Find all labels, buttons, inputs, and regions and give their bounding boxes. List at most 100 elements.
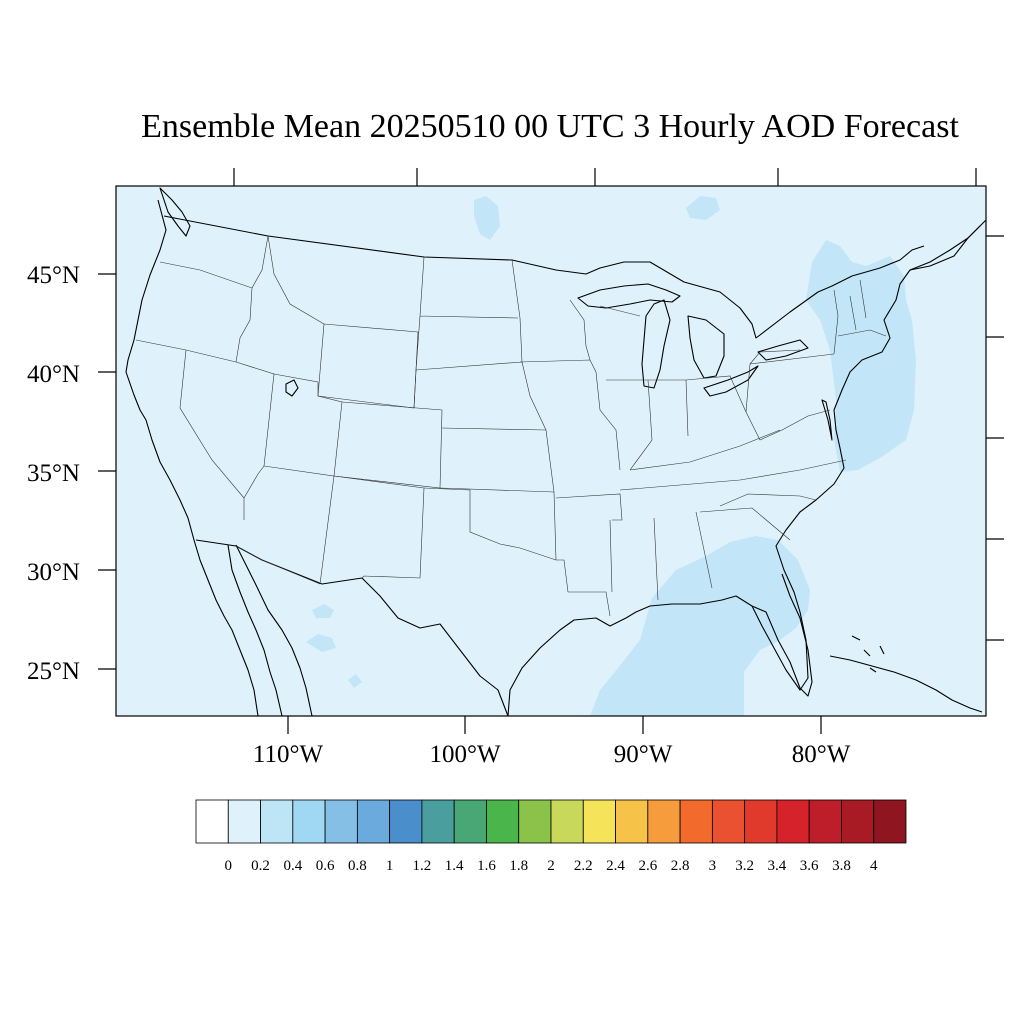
- colorbar-label: 1.8: [509, 858, 528, 874]
- aod-plume-texas: [348, 674, 362, 688]
- colorbar-box: [195, 799, 229, 844]
- colorbar-box: [776, 799, 810, 844]
- colorbar-label: 2.6: [638, 858, 657, 874]
- colorbar-label: 3.4: [768, 858, 787, 874]
- colorbar-label: 1.4: [445, 858, 464, 874]
- lat-label-25: 25°N: [27, 658, 80, 685]
- colorbar-box: [518, 799, 552, 844]
- aod-plume-north-central: [686, 196, 720, 220]
- ok-tx: [423, 487, 557, 561]
- gulf-coast: [507, 219, 987, 717]
- colorbar-box: [711, 799, 746, 844]
- colorbar-label: 1.6: [477, 858, 496, 874]
- lat-label-45: 45°N: [27, 262, 80, 289]
- aod-plume-sw-1: [312, 604, 334, 618]
- nc-sc: [719, 493, 817, 507]
- pacific-coast: [125, 199, 259, 717]
- colorbar-label: 0.2: [251, 858, 270, 874]
- colorbar-box: [744, 799, 778, 844]
- colorbar-label: 1: [386, 858, 394, 874]
- il-in-oh: [606, 375, 747, 471]
- colorbar-box: [808, 799, 842, 844]
- colorbar-label: 0: [225, 858, 233, 874]
- canada-border: [163, 215, 925, 339]
- aod-plume-sw-2: [306, 634, 336, 652]
- colorbar-box: [679, 799, 713, 844]
- aod-plume-lake-superior: [474, 196, 500, 240]
- colorbar-labels: 0 0.2 0.4 0.6 0.8 1 1.2 1.4 1.6 1.8 2 2.2 2.4 2.6 2.8 3…: [225, 858, 878, 874]
- lon-label-100w: 100°W: [429, 741, 500, 768]
- longitude-labels: 110°W 100°W 90°W 80°W: [253, 741, 851, 768]
- chesapeake: [821, 399, 833, 441]
- aod-plume-gulf: [590, 536, 810, 716]
- ca-nv: [179, 349, 245, 520]
- axis-ticks: [98, 168, 1004, 734]
- va-wv-md-pa-ny: [745, 349, 835, 441]
- colorbar: [195, 799, 907, 844]
- colorbar-box: [453, 799, 487, 844]
- nm-tx: [333, 475, 425, 579]
- lon-label-110w: 110°W: [253, 741, 324, 768]
- id-mt-line: [235, 235, 269, 363]
- colorbar-label: 2.8: [671, 858, 690, 874]
- state-boundaries: [135, 235, 887, 617]
- colorbar-box: [389, 799, 423, 844]
- map-panel: [115, 185, 987, 717]
- great-salt-lake: [285, 379, 299, 397]
- colorbar-box: [615, 799, 649, 844]
- tx-la-ar: [555, 493, 623, 617]
- colorbar-box: [873, 799, 907, 844]
- colorbar-label: 2.2: [574, 858, 593, 874]
- aod-plume-layer: [306, 196, 916, 716]
- colorbar-box: [421, 799, 455, 844]
- colorbar-box: [582, 799, 616, 844]
- colorbar-box: [324, 799, 358, 844]
- colorbar-label: 3.6: [800, 858, 819, 874]
- colorbar-box: [486, 799, 520, 844]
- nova-scotia: [909, 225, 981, 271]
- colorbar-box: [550, 799, 584, 844]
- colorbar-label: 1.2: [413, 858, 432, 874]
- ut-co-az-nm: [263, 373, 343, 477]
- bahamas: [851, 635, 885, 673]
- lake-huron: [687, 315, 725, 379]
- mt-wy-line: [267, 235, 325, 325]
- baja-gulf-coast: [227, 544, 283, 717]
- coastlines: [125, 187, 987, 717]
- lat-label-35: 35°N: [27, 460, 80, 487]
- map-title: Ensemble Mean 20250510 00 UTC 3 Hourly A…: [141, 108, 959, 145]
- colorbar-label: 0.4: [283, 858, 302, 874]
- az-nm: [235, 475, 335, 585]
- colorbar-label: 4: [870, 858, 878, 874]
- mexico-gulf-coast: [235, 544, 313, 717]
- ms-al-ga: [609, 507, 791, 601]
- colorbar-box: [841, 799, 875, 844]
- wa-or: [159, 261, 253, 289]
- vancouver-island: [159, 187, 191, 237]
- colorbar-label: 3: [709, 858, 717, 874]
- florida: [751, 573, 813, 697]
- nd-sd-ne-ks: [413, 256, 555, 493]
- colorbar-label: 3.8: [832, 858, 851, 874]
- lake-ontario: [757, 339, 809, 361]
- colorbar-label: 0.6: [316, 858, 335, 874]
- colorbar-box: [292, 799, 326, 844]
- colorbar-box: [647, 799, 681, 844]
- map-frame: [115, 185, 987, 717]
- lon-label-90w: 90°W: [614, 741, 673, 768]
- lat-label-30: 30°N: [27, 559, 80, 586]
- mn-ia-mo-ar-la: [511, 259, 569, 593]
- lat-label-40: 40°N: [27, 361, 80, 388]
- colorbar-label: 2: [547, 858, 555, 874]
- aod-plume-northeast: [806, 240, 916, 472]
- lake-superior: [577, 283, 681, 309]
- colorbar-box: [227, 799, 261, 844]
- colorbar-label: 3.2: [735, 858, 754, 874]
- colorbar-label: 2.4: [606, 858, 625, 874]
- co: [333, 401, 443, 489]
- ne-states: [833, 279, 887, 355]
- mn-wi-ia: [519, 359, 621, 471]
- wi-mi: [569, 299, 641, 361]
- ky-tn: [619, 429, 847, 491]
